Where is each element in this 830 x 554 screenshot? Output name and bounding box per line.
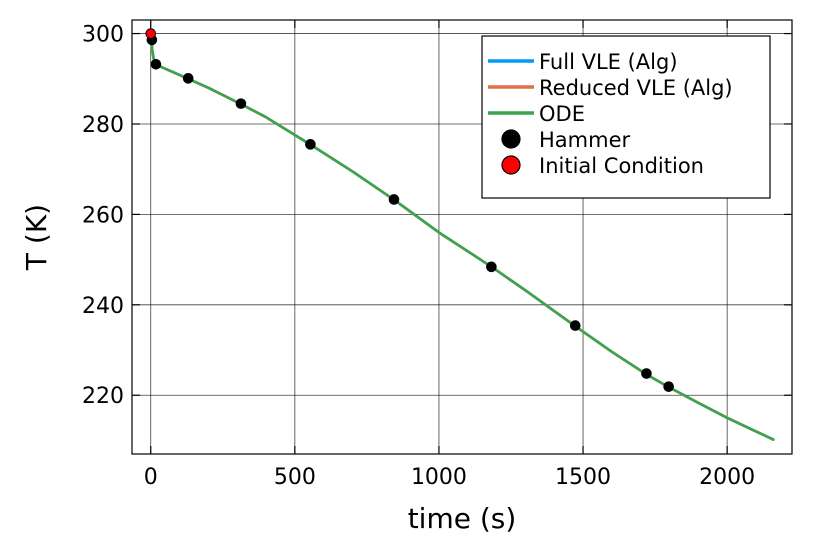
legend-label-full-vle-alg: Full VLE (Alg) bbox=[539, 50, 678, 74]
y-tick-label: 220 bbox=[82, 384, 124, 409]
y-tick-label: 300 bbox=[82, 23, 124, 48]
x-tick-label: 1500 bbox=[555, 465, 611, 490]
y-axis-title: T (K) bbox=[20, 204, 53, 271]
legend-label-reduced-vle-alg: Reduced VLE (Alg) bbox=[539, 76, 733, 100]
x-tick-label: 500 bbox=[274, 465, 316, 490]
y-tick-label: 280 bbox=[82, 113, 124, 138]
hammer-point bbox=[569, 320, 581, 331]
grid bbox=[132, 20, 792, 454]
x-tick-label: 1000 bbox=[411, 465, 467, 490]
y-tick-label: 240 bbox=[82, 294, 124, 319]
legend-swatch-hammer bbox=[501, 129, 521, 149]
hammer-point bbox=[150, 59, 162, 70]
initial-condition-point bbox=[145, 28, 157, 39]
legend-label-hammer: Hammer bbox=[539, 128, 630, 152]
hammer-point bbox=[182, 73, 194, 84]
hammer-point bbox=[486, 261, 497, 273]
legend-label-initial-condition: Initial Condition bbox=[539, 154, 704, 178]
x-tick-label: 2000 bbox=[699, 465, 755, 490]
markers bbox=[145, 28, 674, 392]
hammer-point bbox=[641, 368, 652, 379]
legend-swatch-initial-condition bbox=[501, 155, 521, 175]
legend: Full VLE (Alg)Reduced VLE (Alg)ODEHammer… bbox=[481, 35, 771, 199]
hammer-point bbox=[388, 194, 400, 205]
plot-frame bbox=[131, 19, 793, 455]
y-tick-label: 260 bbox=[82, 203, 124, 228]
axis-ticks: 0 500 1000 1500 2000 220 240 260 280 300 bbox=[82, 20, 792, 490]
x-axis-title: time (s) bbox=[408, 502, 517, 535]
hammer-point bbox=[663, 381, 674, 392]
hammer-point bbox=[305, 139, 316, 150]
legend-label-ode: ODE bbox=[539, 102, 585, 126]
x-tick-label: 0 bbox=[144, 465, 158, 490]
legend-box bbox=[481, 35, 771, 199]
hammer-point bbox=[235, 98, 247, 109]
